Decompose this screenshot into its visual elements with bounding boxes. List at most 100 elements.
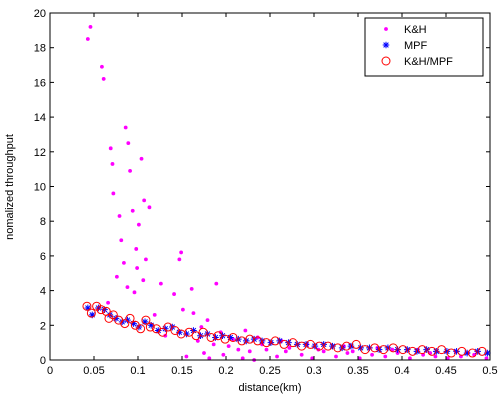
point-series-0-31	[180, 307, 185, 312]
x-axis-label: distance(km)	[239, 382, 302, 394]
point-series-2-0	[82, 301, 92, 311]
point-series-0-7	[123, 125, 128, 130]
point-series-0-78	[236, 347, 241, 352]
point-series-1-19	[204, 330, 211, 338]
point-series-0-0	[85, 37, 90, 41]
point-series-1-2	[95, 304, 102, 312]
point-series-1-37	[357, 344, 364, 352]
y-tick-label: 4	[40, 286, 46, 298]
point-series-2-33	[297, 341, 307, 351]
point-series-0-63	[445, 356, 450, 361]
point-series-0-40	[184, 354, 189, 359]
point-series-0-25	[158, 281, 163, 286]
point-series-2-51	[467, 348, 477, 358]
point-series-0-24	[141, 278, 146, 283]
point-series-2-12	[141, 315, 151, 325]
point-series-0-43	[221, 352, 226, 357]
point-series-2-6	[108, 310, 118, 320]
x-tick-label: 0.35	[347, 365, 368, 377]
point-series-0-55	[345, 351, 350, 355]
point-series-0-82	[350, 349, 355, 354]
y-tick-label: 18	[34, 43, 46, 55]
point-series-0-77	[211, 342, 216, 347]
point-series-0-5	[110, 162, 115, 166]
y-axis-label: nomalized throughput	[4, 134, 16, 240]
point-series-1-12	[154, 327, 162, 334]
point-series-0-2	[100, 64, 104, 69]
x-tick-label: 0.3	[306, 365, 321, 377]
point-series-2-30	[270, 336, 280, 346]
point-series-0-32	[191, 311, 196, 316]
point-series-0-1	[88, 24, 93, 29]
legend-marker-1	[382, 41, 390, 49]
point-series-1-30	[293, 341, 301, 348]
point-series-0-56	[357, 356, 362, 361]
point-series-0-17	[122, 260, 126, 265]
point-series-0-45	[240, 356, 245, 361]
x-tick-label: 0.45	[435, 365, 456, 377]
y-tick-label: 14	[34, 112, 46, 124]
point-series-0-6	[111, 191, 116, 196]
point-series-1-11	[147, 322, 155, 329]
point-series-0-51	[299, 352, 304, 357]
legend-label: K&H/MPF	[404, 56, 453, 68]
point-series-1-10	[141, 318, 149, 326]
point-series-0-29	[189, 286, 194, 291]
point-series-2-22	[206, 332, 216, 342]
point-series-2-44	[398, 345, 408, 355]
point-series-0-49	[275, 354, 279, 359]
point-series-2-32	[288, 338, 298, 348]
x-tick-label: 0.25	[259, 365, 280, 377]
point-series-0-73	[106, 300, 110, 305]
point-series-0-15	[117, 214, 122, 218]
point-series-2-41	[370, 343, 380, 353]
point-series-0-50	[287, 345, 292, 350]
legend-marker-2	[381, 56, 391, 66]
point-series-0-28	[179, 250, 184, 255]
point-series-0-22	[125, 285, 130, 290]
point-series-2-15	[158, 327, 168, 337]
legend-marker-0	[384, 27, 388, 31]
legend-label: K&H	[404, 24, 427, 36]
point-series-0-80	[283, 349, 288, 354]
point-series-1-15	[176, 328, 183, 336]
point-series-1-40	[384, 344, 392, 352]
point-series-0-44	[226, 344, 231, 349]
point-series-2-16	[163, 322, 173, 332]
point-series-0-18	[134, 247, 139, 251]
point-series-0-54	[334, 354, 338, 359]
x-tick-label: 0.2	[218, 365, 233, 377]
point-series-0-59	[395, 351, 400, 355]
x-tick-label: 0.4	[394, 365, 409, 377]
point-series-0-52	[310, 356, 315, 361]
point-series-2-49	[446, 348, 456, 358]
point-series-0-66	[484, 356, 489, 361]
point-series-0-23	[132, 290, 137, 295]
y-tick-label: 2	[40, 320, 46, 332]
legend: K&H MPF K&H/MPF	[364, 17, 484, 77]
point-series-1-47	[453, 348, 460, 355]
point-series-2-19	[184, 327, 194, 337]
point-series-0-19	[135, 266, 140, 270]
point-series-0-20	[144, 257, 148, 262]
y-axis-ticks: 0 2 4 6 8 10 12 14 16 18 20	[34, 8, 490, 367]
point-series-0-3	[101, 77, 106, 81]
point-series-2-20	[191, 331, 201, 341]
point-series-0-14	[147, 205, 152, 210]
point-series-2-11	[136, 324, 146, 334]
point-series-0-4	[108, 146, 113, 151]
point-series-1-46	[443, 348, 451, 355]
point-series-0-12	[139, 156, 144, 161]
point-series-1-50	[484, 349, 491, 357]
point-series-0-9	[128, 168, 132, 173]
point-series-1-22	[227, 334, 234, 341]
point-series-2-37	[333, 343, 343, 353]
point-series-0-11	[136, 222, 141, 227]
point-series-0-53	[321, 349, 326, 354]
point-series-0-46	[247, 349, 252, 354]
point-series-0-38	[255, 335, 260, 340]
point-series-0-30	[214, 281, 219, 286]
point-series-0-16	[119, 238, 124, 243]
point-series-0-48	[264, 347, 269, 352]
